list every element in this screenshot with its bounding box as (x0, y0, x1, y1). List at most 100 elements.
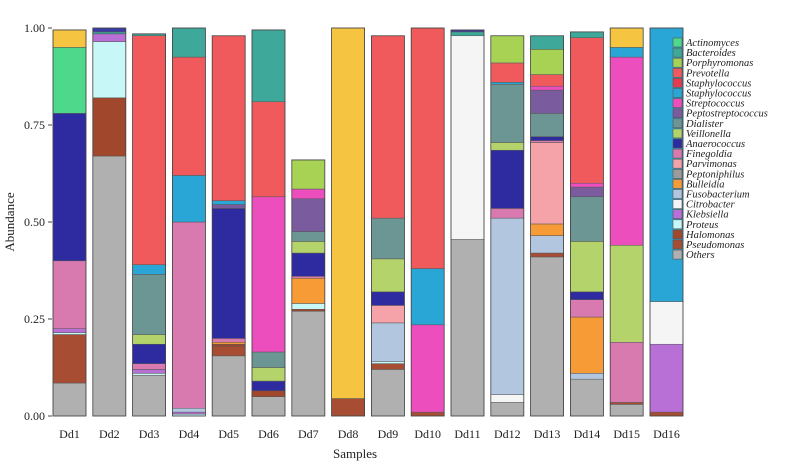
bar-segment (172, 27, 206, 58)
x-tick-label: Dd10 (414, 427, 441, 441)
legend-swatch (672, 179, 683, 189)
bar-segment (172, 175, 206, 223)
bar-segment (52, 29, 87, 48)
legend-swatch (672, 239, 683, 250)
legend-swatch (672, 189, 683, 199)
bar-segment (211, 345, 246, 357)
legend-label: Fusobacterium (685, 190, 750, 201)
bar-outline (331, 27, 366, 417)
legend-label: Others (686, 250, 715, 261)
bar-dd3 (132, 33, 167, 417)
bar-segment (371, 291, 405, 306)
legend-swatch (672, 249, 683, 260)
bar-segment (132, 375, 166, 417)
bar-segment (490, 208, 525, 219)
legend-swatch (672, 108, 683, 118)
bar-segment (410, 324, 445, 413)
legend-swatch (672, 78, 683, 88)
x-tick-label: Dd14 (574, 427, 601, 441)
bar-segment (291, 276, 326, 279)
bar-outline (490, 35, 525, 417)
bar-segment (211, 355, 246, 417)
bar-segment (530, 142, 564, 225)
bar-dd11 (450, 29, 485, 417)
bar-segment (211, 204, 246, 209)
bar-segment (132, 343, 166, 364)
bar-segment (52, 334, 87, 384)
bar-segment (92, 33, 127, 42)
bar-segment (371, 35, 405, 219)
bar-segment (331, 27, 365, 399)
legend-swatch (672, 138, 683, 149)
bar-segment (92, 97, 127, 157)
bar-segment (490, 217, 525, 395)
bar-segment (649, 301, 684, 345)
bar-segment (291, 188, 326, 199)
bar-segment (609, 342, 644, 403)
x-tick-label: Dd3 (139, 427, 160, 441)
x-axis-title: Samples (333, 446, 377, 461)
bar-segment (291, 159, 326, 190)
bar-segment (132, 264, 166, 275)
x-tick-label: Dd12 (494, 427, 521, 441)
x-tick-label: Dd7 (298, 427, 319, 441)
bar-segment (291, 310, 326, 417)
bar-segment (450, 239, 485, 417)
bar-outline (570, 31, 604, 417)
bar-segment (251, 101, 286, 198)
legend-label: Pseudomonas (685, 240, 744, 251)
legend-swatch (672, 57, 683, 68)
legend-swatch (672, 88, 683, 98)
bar-segment (570, 186, 604, 198)
bar-segment (132, 369, 166, 374)
bar-segment (132, 334, 166, 345)
bar-segment (570, 37, 604, 184)
bar-dd15 (609, 27, 644, 417)
legend-label: Streptococcus (686, 99, 745, 110)
bar-segment (371, 363, 405, 370)
legend-swatch (672, 68, 683, 78)
bar-dd12 (490, 35, 525, 417)
bar-segment (211, 200, 246, 205)
bar-dd9 (370, 35, 405, 417)
x-tick-label: Dd2 (99, 427, 120, 441)
bar-segment (371, 217, 405, 260)
bar-segment (371, 258, 405, 293)
bar-segment (132, 373, 166, 376)
legend-label: Proteus (685, 220, 718, 231)
x-axis: Dd1 Dd2 Dd3 Dd4 Dd5 Dd6 Dd7 Dd8 Dd9 Dd10 Dd11 Dd12 D… (59, 427, 680, 441)
bar-segment (52, 260, 87, 329)
bar-segment (490, 84, 525, 143)
bar-segment (291, 241, 326, 254)
legend-swatch (672, 229, 683, 240)
bar-segment (211, 208, 246, 339)
bar-segment (211, 338, 246, 343)
bar-segment (570, 299, 604, 318)
bar-segment (132, 363, 166, 370)
bar-segment (649, 343, 684, 413)
legend-swatch (672, 118, 683, 129)
bar-segment (371, 305, 405, 324)
bar-outline (92, 27, 127, 417)
legend-swatch (672, 128, 683, 139)
legend: ActinomycesBacteroidesPorphyromonasPrevo… (672, 37, 768, 261)
bar-segment (172, 407, 206, 413)
bar-segment (371, 369, 405, 417)
bar-segment (609, 404, 644, 417)
bar-segment (52, 332, 87, 335)
bar-segment (450, 35, 485, 240)
bar-segment (211, 343, 246, 347)
bar-segment (251, 380, 286, 392)
legend-label: Prevotella (685, 68, 729, 79)
bar-dd13 (530, 35, 564, 417)
legend-label: Citrobacter (686, 200, 736, 211)
bar-segment (410, 27, 445, 269)
bar-outline (450, 29, 485, 417)
legend-swatch (672, 37, 683, 48)
x-tick-label: Dd16 (653, 427, 680, 441)
legend-label: Bacteroides (686, 48, 736, 59)
bar-segment (530, 140, 564, 143)
x-tick-label: Dd15 (613, 427, 640, 441)
bar-segment (570, 31, 604, 38)
bar-segment (410, 411, 445, 417)
